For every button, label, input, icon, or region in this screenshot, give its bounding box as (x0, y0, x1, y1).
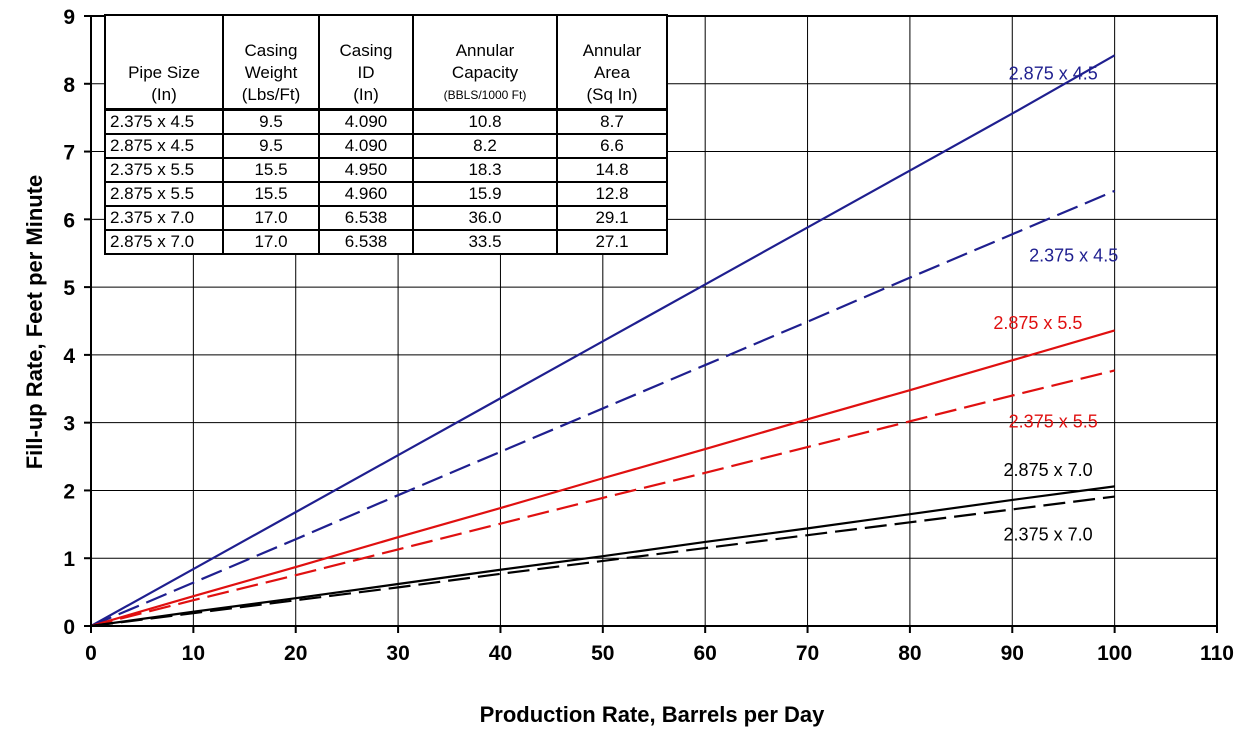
y-tick-label: 8 (63, 74, 75, 97)
y-tick-label: 6 (63, 209, 75, 232)
table-cell: 9.5 (222, 133, 320, 159)
header-line: Weight (244, 63, 298, 82)
table-row: 2.375 x 4.5 9.5 4.090 10.8 8.7 (104, 108, 668, 135)
table-cell: 36.0 (412, 205, 558, 231)
table-row: 2.875 x 4.5 9.5 4.090 8.2 6.6 (104, 133, 668, 159)
x-tick-label: 40 (489, 642, 512, 665)
table-cell: 6.538 (318, 229, 414, 255)
x-tick-label: 10 (182, 642, 205, 665)
series-line (90, 485, 1115, 628)
x-tick-label: 110 (1200, 642, 1234, 665)
header-line: Annular (455, 41, 515, 60)
x-tick-label: 50 (591, 642, 614, 665)
header-line: Casing (339, 41, 393, 60)
header-line: (Lbs/Ft) (241, 85, 301, 104)
series-annotation: 2.375 x 4.5 (1029, 245, 1118, 265)
x-tick-label: 100 (1097, 642, 1132, 665)
table-cell: 17.0 (222, 229, 320, 255)
header-line: Area (594, 63, 630, 82)
header-casing-id: Casing ID (In) (318, 14, 414, 111)
table-cell: 4.950 (318, 157, 414, 183)
x-tick-label: 80 (898, 642, 921, 665)
header-line: Pipe Size (128, 63, 200, 82)
x-tick-label: 70 (796, 642, 819, 665)
series-lines (90, 54, 1116, 628)
x-tick-label: 90 (1001, 642, 1024, 665)
table-row: 2.875 x 5.5 15.5 4.960 15.9 12.8 (104, 181, 668, 207)
table-cell: 33.5 (412, 229, 558, 255)
header-line: Capacity (451, 63, 519, 82)
header-pipe-size: Pipe Size (In) (104, 14, 224, 111)
x-tick-label: 60 (694, 642, 717, 665)
x-axis-title: Production Rate, Barrels per Day (480, 702, 826, 727)
table-cell: 29.1 (556, 205, 668, 231)
series-line (90, 369, 1115, 628)
table-cell: 6.6 (556, 133, 668, 159)
table-cell: 10.8 (412, 108, 558, 135)
table-cell: 27.1 (556, 229, 668, 255)
series-annotation: 2.875 x 5.5 (993, 313, 1082, 333)
header-line: (In) (151, 85, 177, 104)
series-line (90, 329, 1115, 628)
x-tick-label: 0 (85, 642, 97, 665)
table-cell: 2.375 x 5.5 (104, 157, 224, 183)
y-tick-label: 2 (63, 480, 75, 503)
table-cell: 6.538 (318, 205, 414, 231)
table-row: 2.875 x 7.0 17.0 6.538 33.5 27.1 (104, 229, 668, 255)
y-tick-label: 0 (63, 616, 75, 639)
table-cell: 4.090 (318, 133, 414, 159)
axis-ticks: 0 10 20 30 40 50 60 70 80 90 100 110 0 1 2 3 4 5 6 7 8 9 (63, 6, 1234, 665)
x-tick-label: 20 (284, 642, 307, 665)
table-cell: 17.0 (222, 205, 320, 231)
header-line: ID (357, 63, 375, 82)
table-cell: 2.875 x 7.0 (104, 229, 224, 255)
y-tick-label: 9 (63, 6, 75, 29)
table-cell: 2.375 x 4.5 (104, 108, 224, 135)
series-annotation: 2.875 x 4.5 (1009, 64, 1098, 84)
table-body: 2.375 x 4.5 9.5 4.090 10.8 8.7 2.875 x 4… (104, 108, 668, 255)
series-annotations: 2.875 x 4.5 2.375 x 4.5 2.875 x 5.5 2.375 x… (993, 64, 1118, 545)
y-tick-label: 5 (63, 277, 75, 300)
table-row: 2.375 x 5.5 15.5 4.950 18.3 14.8 (104, 157, 668, 183)
header-annular-capacity: Annular Capacity (BBLS/1000 Ft) (412, 14, 558, 111)
table-cell: 4.090 (318, 108, 414, 135)
header-line: (In) (353, 85, 379, 104)
table-row: 2.375 x 7.0 17.0 6.538 36.0 29.1 (104, 205, 668, 231)
table-cell: 15.5 (222, 181, 320, 207)
table-header-row: Pipe Size (In) Casing Weight (Lbs/Ft) Ca… (104, 14, 668, 111)
table-cell: 15.9 (412, 181, 558, 207)
y-tick-label: 4 (63, 345, 75, 368)
table-cell: 2.375 x 7.0 (104, 205, 224, 231)
header-line: (Sq In) (586, 85, 638, 104)
series-line (90, 54, 1116, 627)
series-line (90, 189, 1116, 628)
y-axis-title: Fill-up Rate, Feet per Minute (22, 175, 47, 470)
table-cell: 8.2 (412, 133, 558, 159)
header-line: Casing (244, 41, 298, 60)
table-cell: 14.8 (556, 157, 668, 183)
x-tick-label: 30 (386, 642, 409, 665)
table-cell: 2.875 x 4.5 (104, 133, 224, 159)
series-annotation: 2.875 x 7.0 (1004, 460, 1093, 480)
y-tick-label: 3 (63, 413, 75, 436)
header-line: Annular (582, 41, 642, 60)
y-tick-label: 1 (63, 548, 75, 571)
series-line (90, 495, 1115, 628)
series-annotation: 2.375 x 7.0 (1004, 525, 1093, 545)
table-cell: 9.5 (222, 108, 320, 135)
table-cell: 4.960 (318, 181, 414, 207)
header-annular-area: Annular Area (Sq In) (556, 14, 668, 111)
table-cell: 2.875 x 5.5 (104, 181, 224, 207)
series-annotation: 2.375 x 5.5 (1009, 411, 1098, 431)
header-casing-weight: Casing Weight (Lbs/Ft) (222, 14, 320, 111)
table-cell: 18.3 (412, 157, 558, 183)
table-cell: 12.8 (556, 181, 668, 207)
casing-data-table: Pipe Size (In) Casing Weight (Lbs/Ft) Ca… (104, 14, 668, 255)
table-cell: 8.7 (556, 108, 668, 135)
header-line: (BBLS/1000 Ft) (443, 88, 527, 102)
y-tick-label: 7 (63, 142, 75, 165)
table-cell: 15.5 (222, 157, 320, 183)
